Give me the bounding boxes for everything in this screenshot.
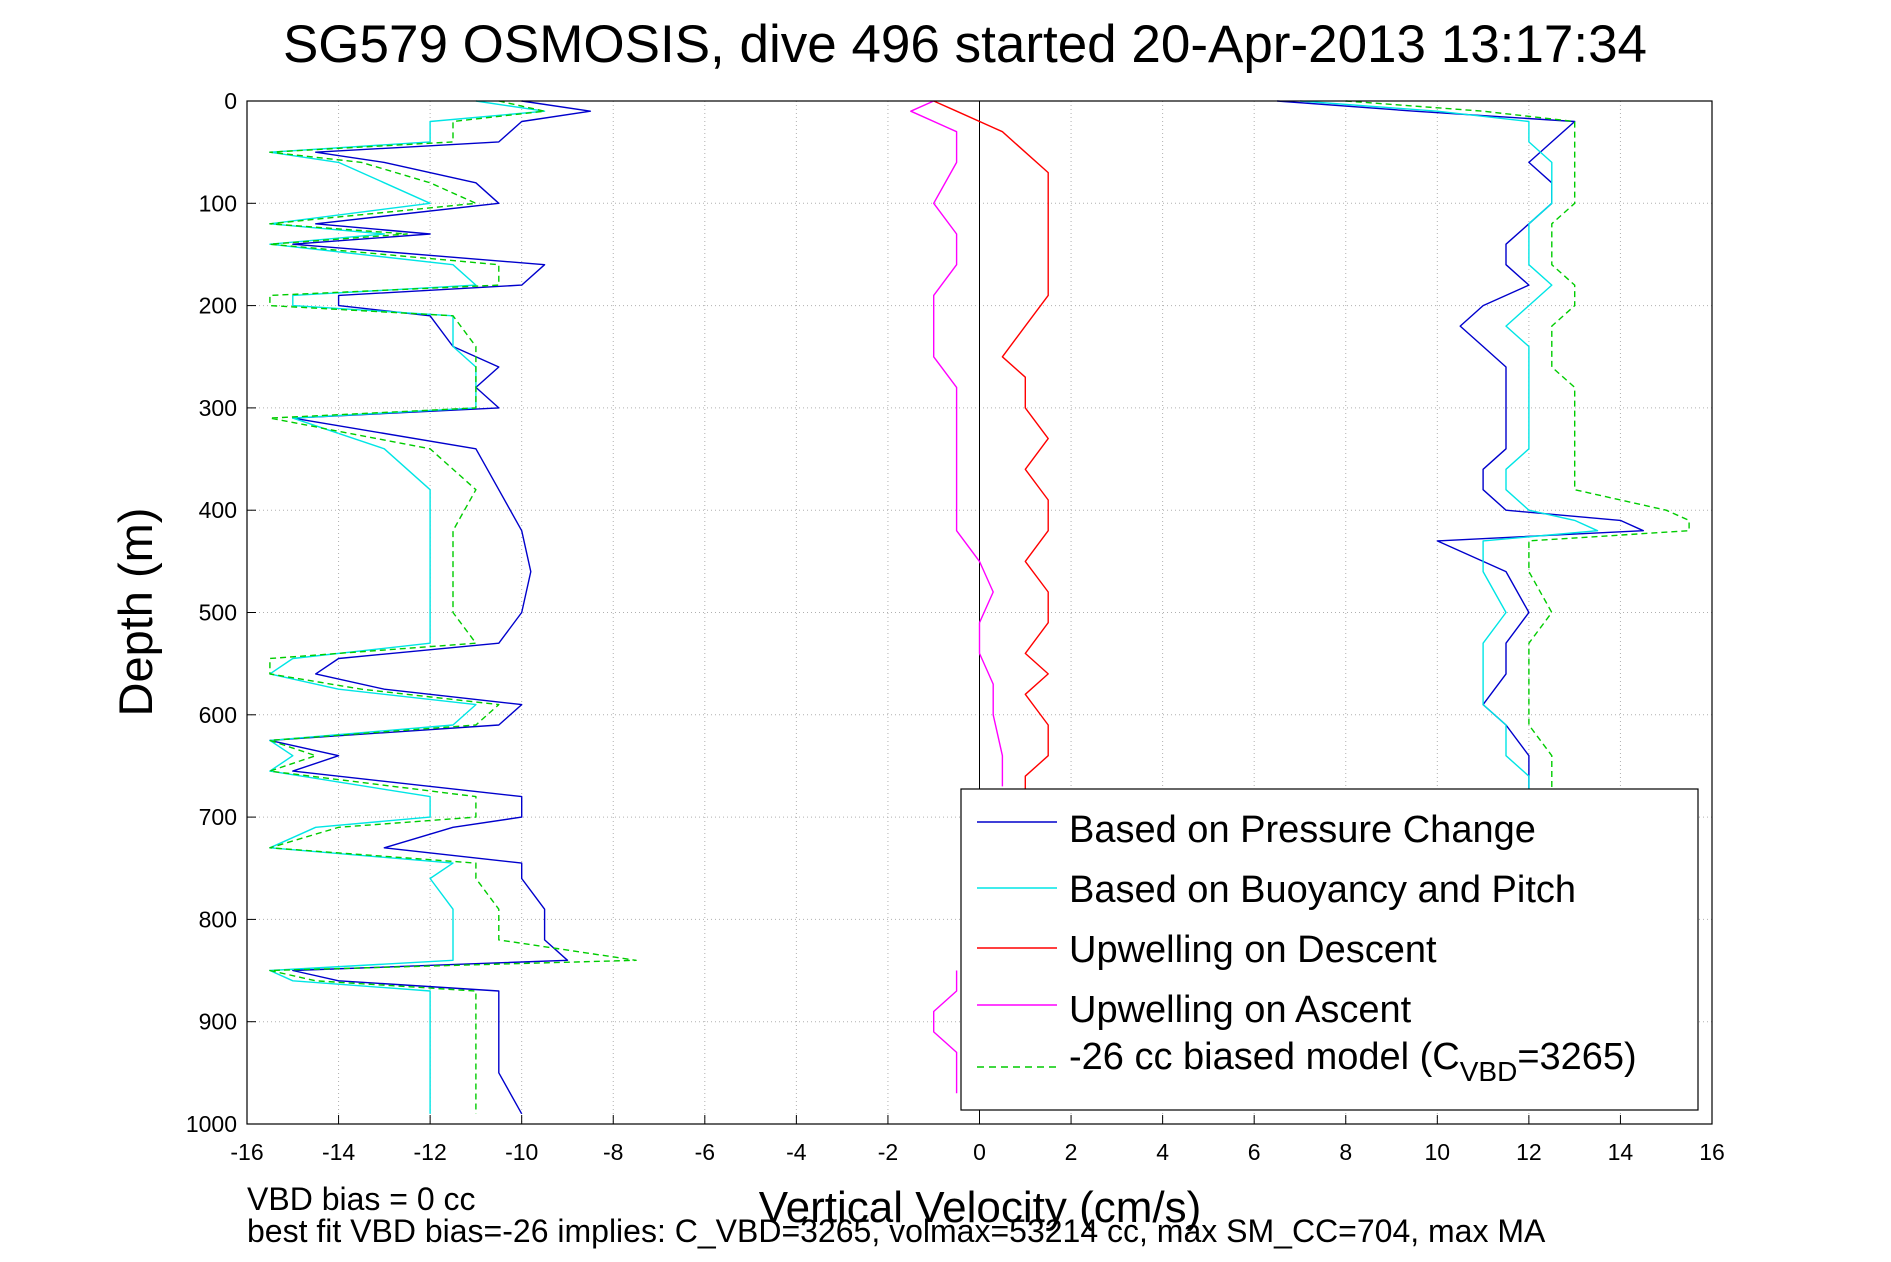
legend-label-biased-model-prefix: -26 cc biased model (C xyxy=(1069,1036,1460,1078)
series-line xyxy=(1299,100,1599,797)
y-tick-label: 1000 xyxy=(186,1111,237,1137)
chart-title: SG579 OSMOSIS, dive 496 started 20-Apr-2… xyxy=(283,15,1647,74)
series-line xyxy=(933,970,958,1094)
footer-best-fit: best fit VBD bias=-26 implies: C_VBD=326… xyxy=(247,1213,1546,1249)
legend-label-upwelling-ascent: Upwelling on Ascent xyxy=(1069,989,1412,1031)
series-line xyxy=(1345,100,1690,797)
y-tick-label: 800 xyxy=(199,906,237,932)
legend-label-biased-model-subscript: VBD xyxy=(1460,1056,1518,1087)
x-tick-label: 12 xyxy=(1516,1139,1542,1165)
x-tick-label: -10 xyxy=(505,1139,538,1165)
x-tick-label: 4 xyxy=(1156,1139,1169,1165)
legend-label-buoyancy-pitch: Based on Buoyancy and Pitch xyxy=(1069,869,1576,911)
legend-box xyxy=(960,788,1699,1111)
x-tick-label: -6 xyxy=(695,1139,715,1165)
y-tick-label: 300 xyxy=(199,395,237,421)
y-axis-label: Depth (m) xyxy=(109,508,162,717)
x-tick-label: 0 xyxy=(973,1139,986,1165)
x-axis-label: Vertical Velocity (cm/s) xyxy=(759,1183,1202,1232)
y-tick-label: 0 xyxy=(224,88,237,114)
series-layer xyxy=(269,100,1690,1115)
x-tick-label: 2 xyxy=(1065,1139,1078,1165)
footer-vbd-bias: VBD bias = 0 cc xyxy=(247,1181,476,1217)
series-line xyxy=(269,100,592,1115)
x-tick-label: -14 xyxy=(322,1139,355,1165)
y-axis-ticks: 0 100 200 300 400 500 600 700 800 900 1000 xyxy=(186,88,256,1137)
y-tick-label: 400 xyxy=(199,497,237,523)
y-tick-label: 900 xyxy=(199,1009,237,1035)
y-tick-label: 200 xyxy=(199,293,237,319)
series-line xyxy=(910,100,1004,787)
series-3 xyxy=(910,100,1004,1094)
series-line xyxy=(269,100,637,1114)
x-tick-label: 8 xyxy=(1339,1139,1352,1165)
y-tick-label: 600 xyxy=(199,702,237,728)
x-tick-label: 16 xyxy=(1699,1139,1725,1165)
x-tick-label: 14 xyxy=(1608,1139,1634,1165)
x-axis-ticks: -16 -14 -12 -10 -8 -6 -4 -2 0 2 4 6 8 10 12 14 16 xyxy=(230,1115,1725,1165)
legend-label-upwelling-descent: Upwelling on Descent xyxy=(1069,929,1437,971)
series-line xyxy=(933,100,1049,797)
x-tick-label: -16 xyxy=(230,1139,263,1165)
series-2 xyxy=(933,100,1049,797)
legend-label-biased-model: -26 cc biased model (CVBD=3265) xyxy=(1069,1036,1637,1087)
x-tick-label: 10 xyxy=(1425,1139,1451,1165)
series-4 xyxy=(269,100,1690,1114)
y-tick-label: 100 xyxy=(199,190,237,216)
x-tick-label: 6 xyxy=(1248,1139,1261,1165)
legend: Based on Pressure Change Based on Buoyan… xyxy=(960,788,1699,1111)
legend-label-pressure-change: Based on Pressure Change xyxy=(1069,809,1536,851)
y-tick-label: 500 xyxy=(199,600,237,626)
x-tick-label: -12 xyxy=(414,1139,447,1165)
y-tick-label: 700 xyxy=(199,804,237,830)
legend-label-biased-model-suffix: =3265) xyxy=(1517,1036,1636,1078)
x-tick-label: -2 xyxy=(878,1139,898,1165)
x-tick-label: -8 xyxy=(603,1139,623,1165)
x-tick-label: -4 xyxy=(786,1139,807,1165)
